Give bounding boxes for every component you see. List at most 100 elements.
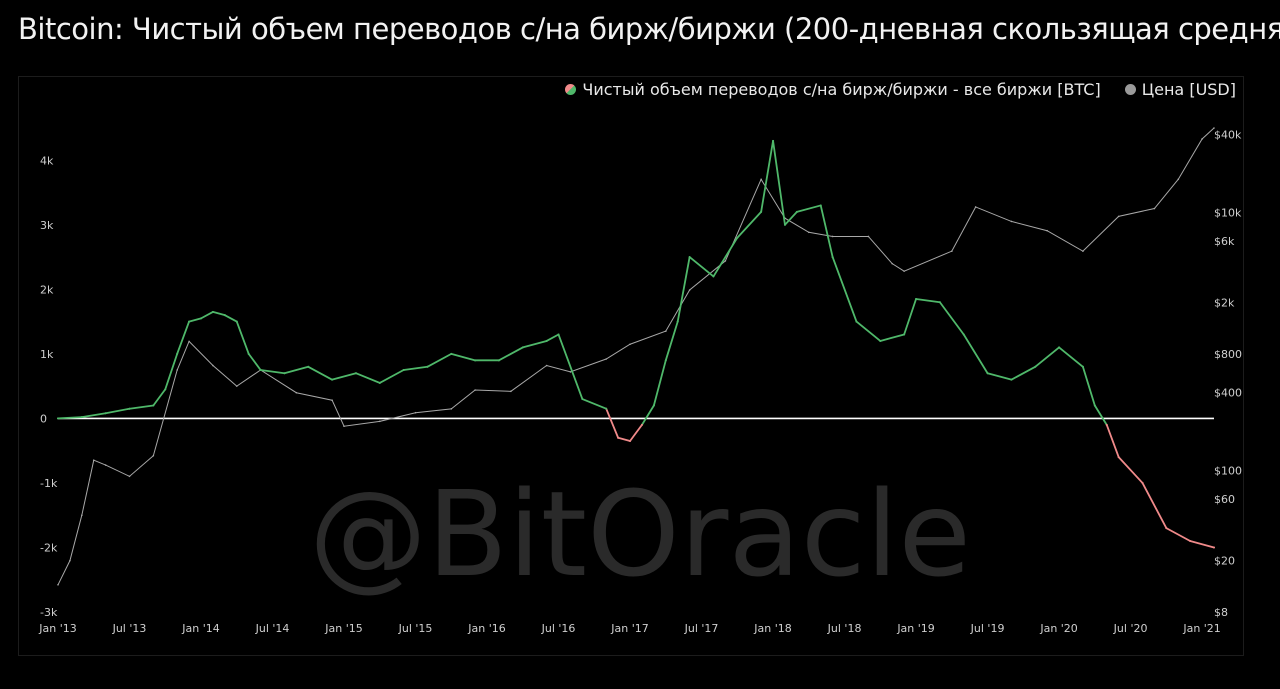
net-volume-segment	[283, 365, 310, 375]
net-volume-segment	[1141, 482, 1168, 530]
net-volume-point	[629, 439, 632, 442]
y-right-tick-label: $8	[1214, 606, 1228, 619]
net-volume-point	[545, 339, 548, 342]
net-volume-segment	[962, 333, 989, 375]
price-point	[1201, 138, 1203, 140]
net-volume-point	[426, 365, 429, 368]
price-point	[903, 270, 905, 272]
watermark: @BitOracle	[309, 465, 971, 603]
price-point	[212, 364, 214, 367]
x-tick-label: Jan '16	[467, 622, 505, 635]
price-point	[331, 399, 333, 402]
net-volume-segment	[1189, 540, 1215, 549]
price-line	[57, 127, 1215, 586]
price-point	[235, 385, 238, 387]
net-volume-point	[104, 412, 107, 415]
net-volume-point	[581, 398, 584, 401]
price-point	[1010, 220, 1013, 223]
net-volume-segment	[986, 372, 1013, 381]
price-point	[1213, 127, 1215, 129]
net-volume-point	[688, 256, 691, 259]
x-tick-label: Jul '18	[827, 622, 862, 635]
net-volume-segment	[355, 372, 381, 384]
net-volume-segment	[712, 236, 739, 278]
net-volume-segment	[80, 412, 107, 419]
x-tick-label: Jan '18	[753, 622, 791, 635]
legend-item-net-volume[interactable]: Чистый объем переводов с/на бирж/биржи -…	[565, 80, 1101, 99]
net-volume-segment	[450, 352, 477, 362]
x-tick-label: Jul '17	[684, 622, 719, 635]
y-right-tick-label: $100	[1214, 464, 1242, 477]
net-volume-segment	[1105, 423, 1120, 459]
x-tick-label: Jul '15	[398, 622, 433, 635]
net-volume-point	[772, 139, 775, 142]
x-tick-label: Jan '19	[896, 622, 934, 635]
net-volume-point	[247, 352, 250, 355]
net-volume-segment	[1058, 346, 1084, 368]
net-volume-segment	[223, 314, 238, 323]
net-volume-point	[640, 423, 643, 426]
net-volume-point	[879, 339, 882, 342]
net-volume-segment	[915, 298, 941, 304]
price-point	[605, 358, 608, 360]
net-volume-point	[164, 388, 167, 391]
legend-dot-icon	[565, 84, 577, 95]
x-tick-label: Jul '14	[255, 622, 290, 635]
net-volume-segment	[855, 320, 882, 342]
net-volume-point	[200, 317, 203, 320]
y-right-tick-label: $10k	[1214, 206, 1242, 219]
price-point	[629, 343, 631, 346]
net-volume-segment	[772, 140, 786, 226]
net-volume-point	[1058, 346, 1061, 349]
price-point	[1117, 215, 1120, 218]
net-volume-point	[152, 404, 155, 407]
y-right-tick-label: $6k	[1214, 235, 1235, 248]
net-volume-segment	[1093, 404, 1108, 426]
price-point	[176, 369, 178, 371]
net-volume-segment	[128, 404, 155, 410]
net-volume-segment	[200, 311, 214, 320]
legend: Чистый объем переводов с/на бирж/биржи -…	[565, 80, 1236, 99]
net-volume-point	[760, 210, 763, 213]
legend-label-net-volume: Чистый объем переводов с/на бирж/биржи -…	[582, 80, 1101, 99]
y-left-tick-label: -2k	[40, 541, 58, 554]
net-volume-point	[497, 359, 500, 362]
net-volume-point	[1081, 365, 1084, 368]
price-point	[414, 411, 417, 414]
net-volume-point	[57, 417, 59, 420]
net-volume-point	[1213, 546, 1215, 549]
net-volume-segment	[938, 301, 965, 336]
y-axis-left: -3k -2k -1k 0 1k 2k 3k 4k	[40, 154, 58, 619]
net-volume-point	[354, 372, 357, 375]
x-tick-label: Jul '19	[970, 622, 1005, 635]
price-point	[569, 371, 572, 373]
price-point	[688, 289, 691, 291]
net-volume-point	[736, 236, 739, 239]
net-volume-segment	[152, 388, 167, 407]
y-left-tick-label: 4k	[40, 154, 54, 167]
net-volume-segment	[557, 333, 584, 400]
x-tick-label: Jan '13	[38, 622, 76, 635]
net-volume-point	[831, 256, 834, 259]
price-point	[974, 206, 977, 208]
net-volume-point	[652, 404, 655, 407]
y-left-tick-label: 1k	[40, 348, 54, 361]
price-point	[1082, 250, 1084, 252]
legend-item-price[interactable]: Цена [USD]	[1124, 80, 1236, 99]
net-volume-point	[1105, 423, 1108, 426]
net-volume-point	[211, 310, 214, 313]
net-volume-segment	[784, 210, 798, 226]
y-right-tick-label: $60	[1214, 493, 1235, 506]
price-point	[867, 235, 870, 238]
net-volume-segment	[795, 204, 822, 213]
net-volume-segment	[498, 346, 524, 362]
x-tick-label: Jan '14	[181, 622, 219, 635]
net-volume-segment	[212, 311, 226, 317]
series-group	[57, 127, 1215, 586]
price-point	[760, 178, 762, 181]
y-right-tick-label: $40k	[1214, 129, 1242, 142]
net-volume-point	[903, 333, 906, 336]
x-tick-label: Jan '15	[324, 622, 362, 635]
net-volume-segment	[188, 317, 202, 323]
